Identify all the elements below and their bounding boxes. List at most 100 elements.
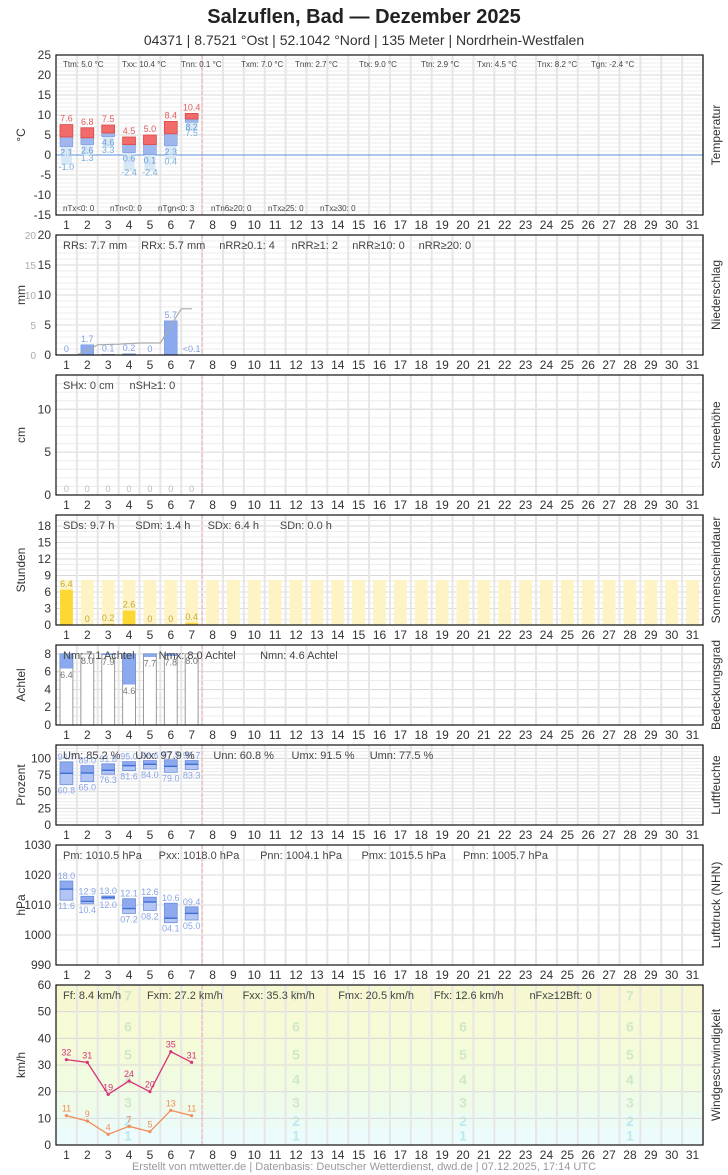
x-tick-label: 6 — [167, 728, 174, 742]
cloud-clear-part — [164, 653, 178, 656]
sunshine-possible-bar — [373, 579, 386, 625]
x-tick-label: 20 — [456, 968, 470, 982]
x-tick-label: 10 — [248, 358, 262, 372]
svg-text:0: 0 — [64, 484, 69, 494]
y-tick-label: 12 — [38, 552, 52, 566]
x-tick-label: 5 — [147, 728, 154, 742]
x-tick-label: 22 — [498, 498, 512, 512]
x-tick-label: 23 — [519, 218, 533, 232]
humidity-upper-box — [101, 763, 116, 771]
chart-pressure-group: 18.0 11.6 12.9 10.413.0 12.012.1 07.2 12.6 08.2… — [14, 838, 723, 982]
svg-text:94.7: 94.7 — [58, 752, 76, 762]
x-tick-label: 6 — [167, 828, 174, 842]
svg-text:35: 35 — [166, 1040, 176, 1050]
stat-summary: Pxx: 1018.0 hPa — [159, 850, 241, 862]
sunshine-possible-bar — [665, 579, 679, 625]
x-tick-label: 10 — [248, 218, 262, 232]
x-tick-label: 26 — [582, 728, 596, 742]
y-tick-label: 0 — [44, 1138, 51, 1152]
svg-text:5.7: 5.7 — [165, 310, 178, 320]
svg-text:7.6: 7.6 — [60, 114, 73, 124]
stat-summary: Txn: 4.5 °C — [477, 60, 517, 69]
stat-summary: nTn<0: 0 — [110, 204, 142, 213]
x-tick-label: 13 — [310, 498, 324, 512]
sunshine-possible-bar — [101, 579, 115, 625]
x-tick-label: 10 — [248, 498, 262, 512]
x-tick-label: 15 — [352, 628, 366, 642]
x-tick-label: 21 — [477, 628, 491, 642]
x-tick-label: 3 — [105, 728, 112, 742]
x-tick-label: 13 — [310, 968, 324, 982]
pressure-lower-box — [163, 917, 178, 924]
beaufort-label: 4 — [124, 1072, 132, 1088]
svg-text:10.4: 10.4 — [79, 905, 97, 915]
x-tick-label: 7 — [188, 628, 195, 642]
x-tick-label: 25 — [561, 728, 575, 742]
y-tick-label: 1020 — [24, 868, 51, 882]
beaufort-label: 3 — [626, 1094, 634, 1110]
beaufort-label: 5 — [124, 1046, 132, 1062]
x-tick-label: 31 — [686, 498, 700, 512]
x-tick-label: 11 — [269, 1148, 282, 1162]
svg-text:95.0: 95.0 — [120, 752, 138, 762]
beaufort-label: 2 — [459, 1113, 467, 1129]
y-tick-label: 60 — [38, 978, 52, 992]
y-tick-label: 18 — [38, 519, 52, 533]
sunshine-bar — [60, 589, 73, 625]
x-tick-label: 16 — [373, 728, 387, 742]
humidity-lower-box — [101, 769, 116, 775]
svg-text:0: 0 — [147, 484, 152, 494]
stat-summary: Pmx: 1015.5 hPa — [362, 850, 447, 862]
x-tick-label: 4 — [126, 628, 133, 642]
y-tick-label: 10 — [38, 288, 52, 302]
temp-max-bar — [163, 121, 178, 135]
svg-text:60.8: 60.8 — [58, 785, 76, 795]
temp-max-bar — [101, 124, 116, 134]
svg-text:20: 20 — [145, 1080, 155, 1090]
svg-text:<0.1: <0.1 — [183, 344, 201, 354]
x-tick-label: 19 — [435, 498, 449, 512]
x-tick-label: 9 — [230, 968, 237, 982]
svg-text:07.2: 07.2 — [120, 914, 138, 924]
y-tick-label: 25 — [38, 801, 52, 815]
x-tick-label: 5 — [147, 218, 154, 232]
x-tick-label: 1 — [63, 1148, 70, 1162]
x-tick-label: 28 — [623, 828, 637, 842]
x-tick-label: 31 — [686, 728, 700, 742]
x-tick-label: 22 — [498, 358, 512, 372]
plot-frame — [55, 54, 704, 216]
x-tick-label: 26 — [582, 498, 596, 512]
svg-text:20: 20 — [25, 231, 37, 242]
stat-summary: nSH≥1: 0 — [129, 380, 175, 392]
x-tick-label: 29 — [644, 1148, 658, 1162]
x-tick-label: 8 — [209, 218, 216, 232]
svg-text:0: 0 — [64, 344, 69, 354]
x-tick-label: 30 — [665, 358, 679, 372]
beaufort-label: 1 — [626, 1128, 634, 1144]
svg-text:24: 24 — [124, 1069, 134, 1079]
x-tick-label: 15 — [352, 498, 366, 512]
y-tick-label: -15 — [34, 208, 52, 222]
x-tick-label: 12 — [289, 218, 303, 232]
svg-text:4.5: 4.5 — [123, 126, 136, 136]
svg-text:15: 15 — [25, 261, 37, 272]
svg-text:31: 31 — [82, 1050, 92, 1060]
temp-ground-bar — [165, 145, 177, 160]
humidity-upper-box — [184, 760, 199, 765]
humidity-lower-box — [122, 765, 136, 772]
x-tick-label: 27 — [602, 1148, 616, 1162]
sunshine-bar — [122, 610, 136, 625]
sunshine-possible-bar — [143, 579, 157, 625]
x-tick-label: 24 — [540, 1148, 554, 1162]
x-tick-label: 24 — [540, 968, 554, 982]
svg-text:7.5: 7.5 — [185, 128, 198, 138]
y-tick-label: 9 — [44, 569, 51, 583]
svg-text:7.9: 7.9 — [102, 657, 115, 667]
y-tick-label: 5 — [44, 128, 51, 142]
x-tick-label: 4 — [126, 728, 133, 742]
x-tick-label: 30 — [665, 218, 679, 232]
beaufort-label: 7 — [626, 988, 634, 1004]
